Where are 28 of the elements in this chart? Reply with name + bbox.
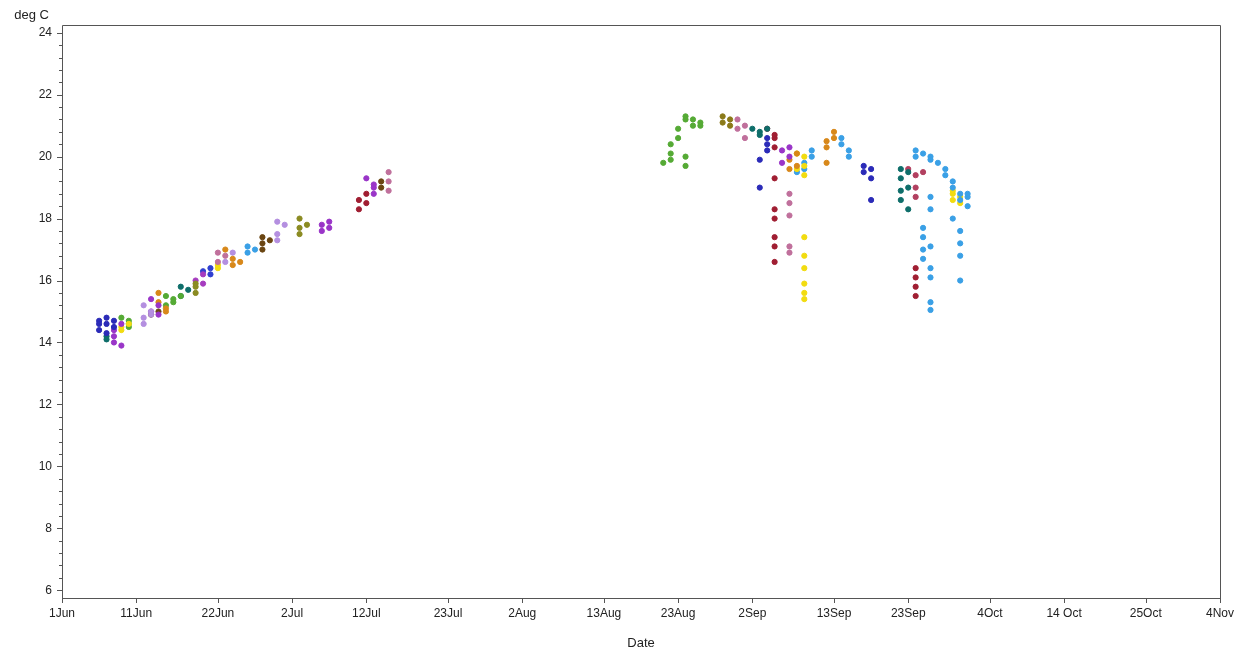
x-tick-label: 2Sep [738, 605, 767, 620]
x-tick-label: 23Sep [890, 605, 926, 620]
x-tick-label: 25Oct [1129, 605, 1163, 620]
y-tick-label: 22 [38, 87, 53, 101]
x-tick-label: 11Jun [120, 605, 153, 620]
x-tick-label: 22Jun [201, 605, 235, 620]
y-tick-label: 24 [38, 25, 53, 40]
y-axis-title: deg C [14, 7, 49, 23]
y-tick-label: 14 [38, 334, 53, 349]
x-tick-label: 1Jun [48, 605, 76, 620]
y-tick-label: 20 [38, 148, 53, 163]
x-tick-label: 2Aug [508, 605, 537, 620]
x-tick-label: 12Jul [352, 605, 381, 620]
x-tick-label: 23Jul [433, 605, 463, 620]
y-tick-label: 18 [38, 210, 53, 225]
y-tick-label: 8 [45, 520, 53, 535]
x-axis-title: Date [627, 634, 655, 650]
y-tick-label: 12 [38, 396, 53, 411]
x-tick-label: 14 Oct [1046, 605, 1083, 620]
x-tick-label: 4Oct [977, 605, 1004, 620]
x-tick-label: 2Jul [281, 605, 304, 620]
x-tick-label: 23Aug [660, 605, 696, 620]
y-tick-label: 10 [38, 458, 53, 473]
y-tick-label: 6 [45, 582, 53, 597]
x-tick-label: 13Sep [816, 605, 852, 620]
x-tick-label: 4Nov [1205, 605, 1234, 620]
x-tick-label: 13Aug [586, 605, 622, 620]
y-tick-label: 16 [38, 272, 53, 287]
